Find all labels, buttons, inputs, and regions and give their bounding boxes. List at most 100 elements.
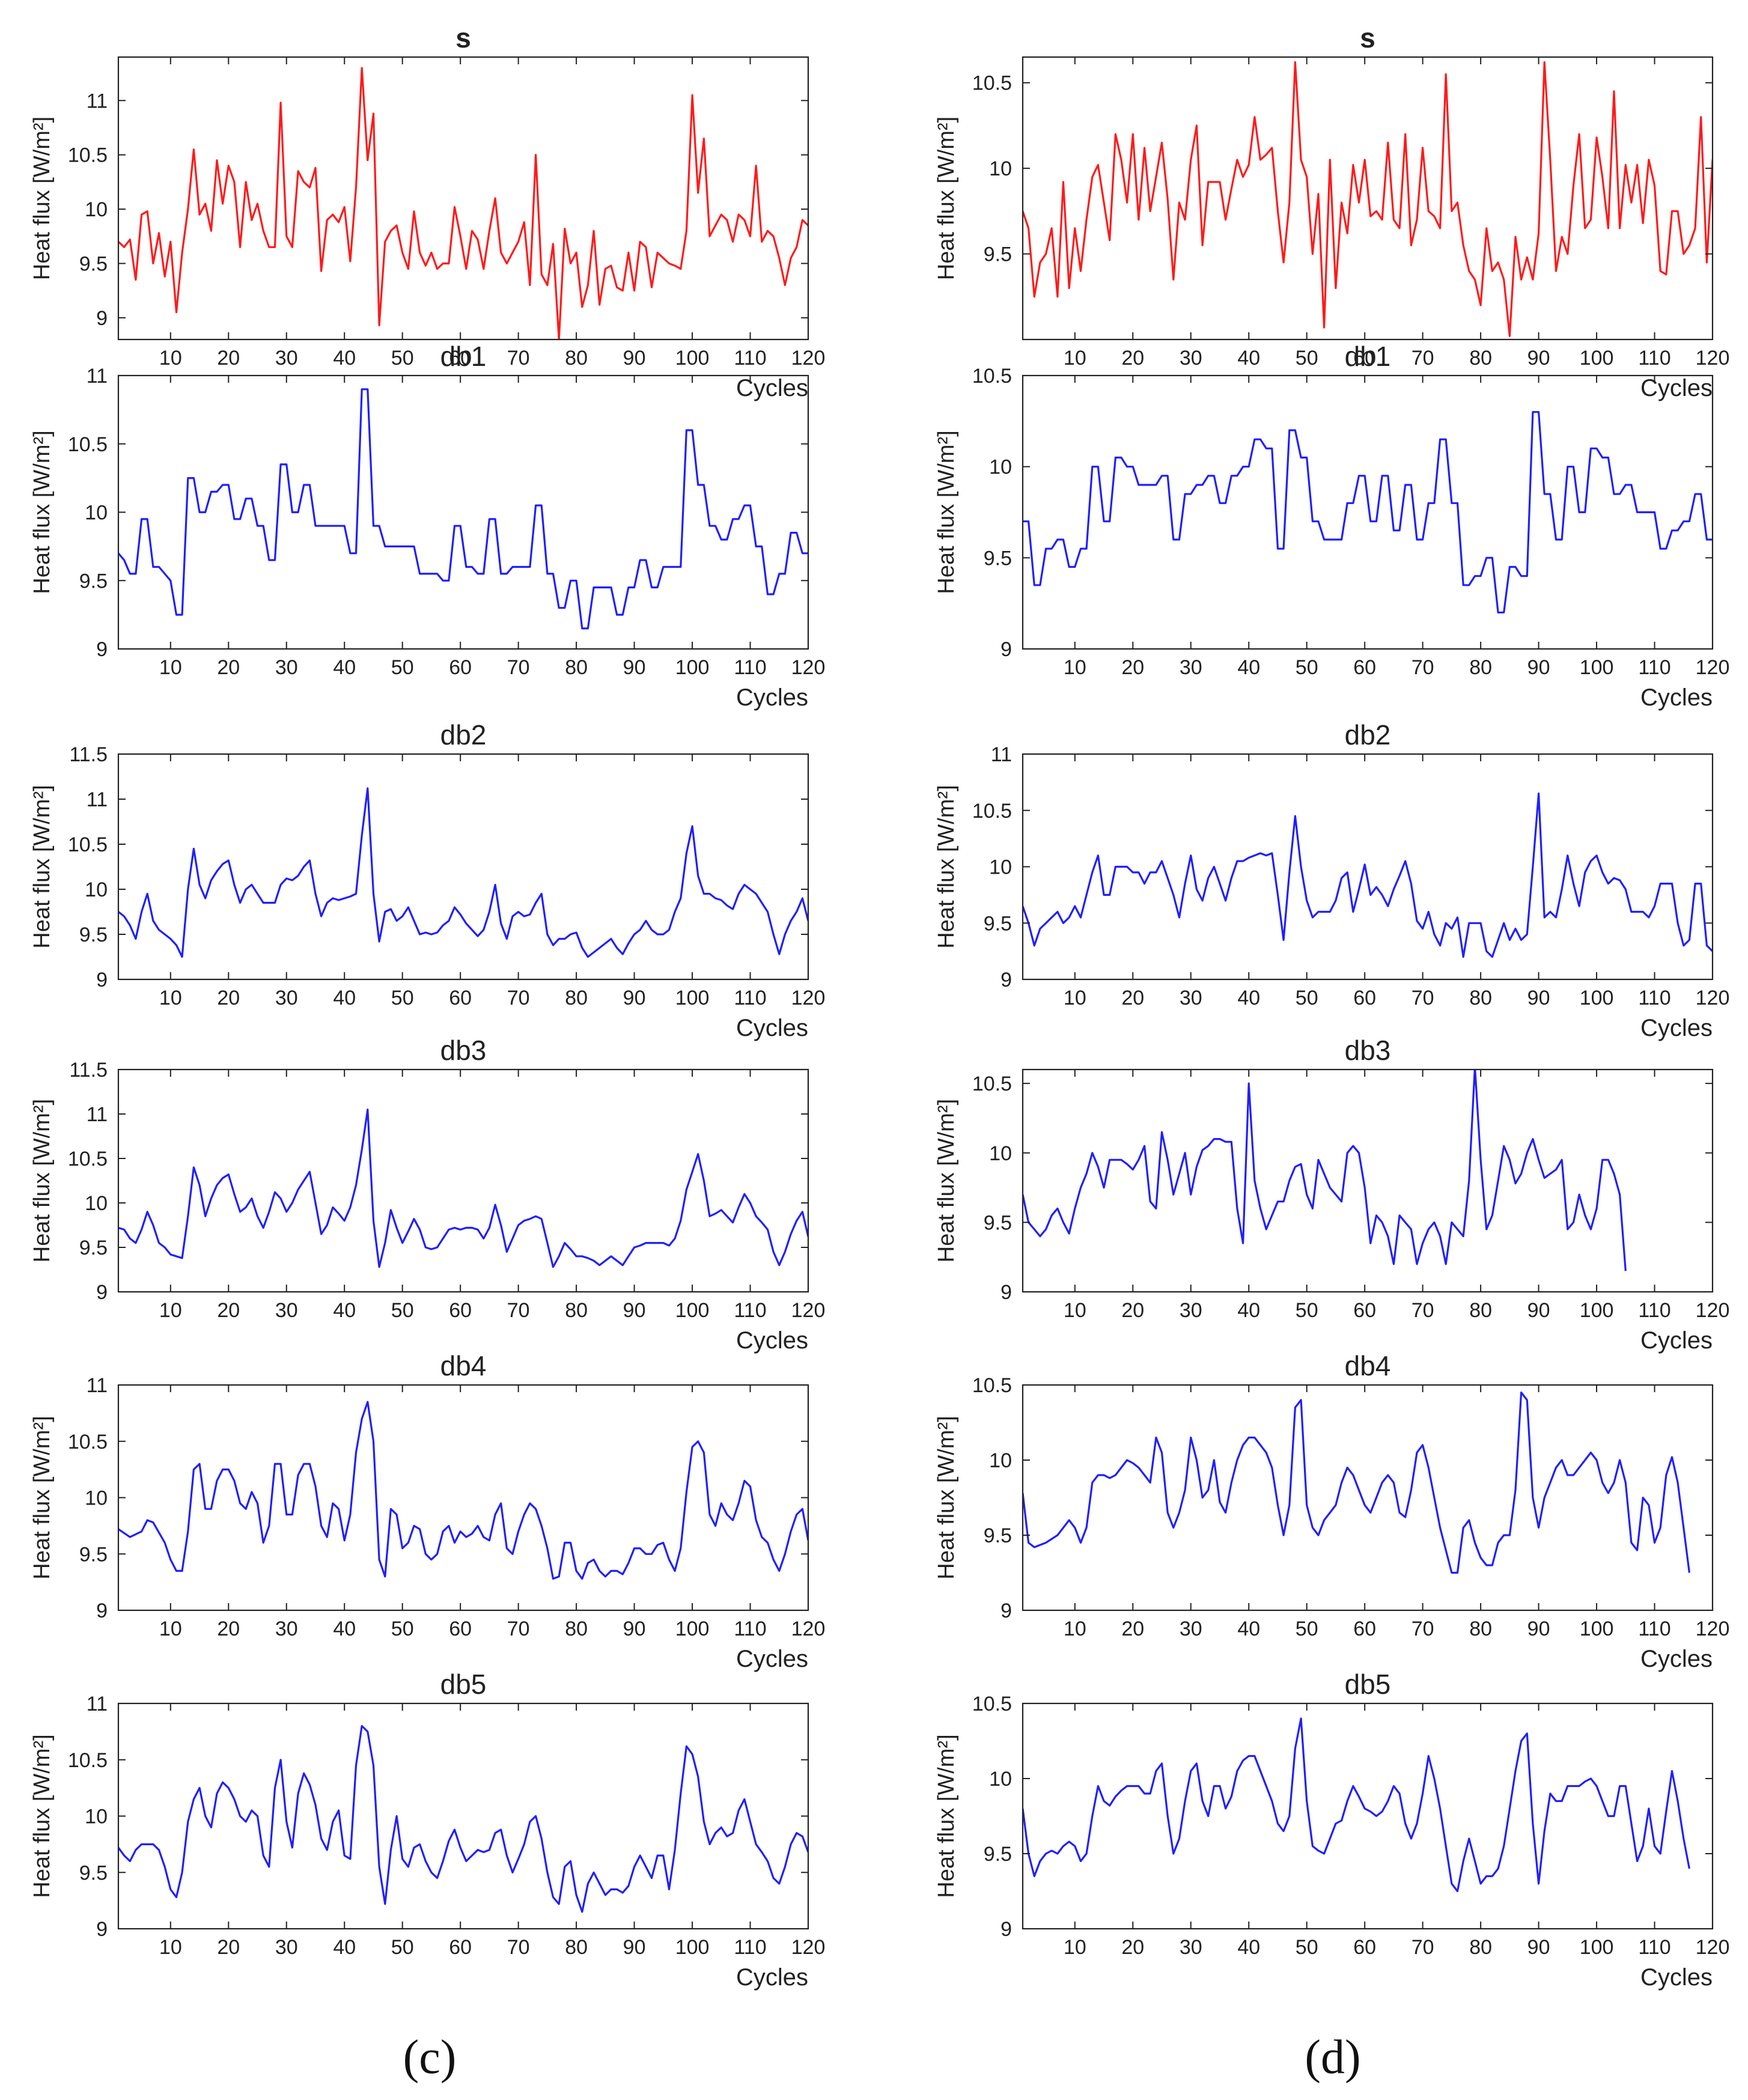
panel-d-db4-xtick-label-60: 60 bbox=[1353, 1618, 1376, 1640]
panel-c-db4-xtick-label-90: 90 bbox=[623, 1618, 646, 1640]
panel-c-s-xtick-label-10: 10 bbox=[159, 347, 182, 370]
panel-c-db3-ytick-label-10-5: 10.5 bbox=[68, 1148, 108, 1170]
panel-c-db4-xtick-label-30: 30 bbox=[275, 1618, 298, 1640]
panel-d-db1-xtick-label-70: 70 bbox=[1411, 656, 1434, 679]
panel-c-db2-xtick-label-50: 50 bbox=[391, 987, 414, 1009]
panel-d-db5-xtick-label-50: 50 bbox=[1296, 1936, 1318, 1959]
panel-d-db3-axes-box bbox=[1022, 1068, 1714, 1293]
panel-c-db1-xtick-label-50: 50 bbox=[391, 656, 414, 679]
panel-c-db4-xtick-label-80: 80 bbox=[565, 1618, 588, 1640]
panel-c-db3-xtick-label-70: 70 bbox=[507, 1299, 530, 1322]
panel-d-db2-xtick-label-50: 50 bbox=[1296, 987, 1318, 1009]
panel-c-db4-xtick-label-60: 60 bbox=[449, 1618, 472, 1640]
panel-c-db4-xtick-label-50: 50 bbox=[391, 1618, 414, 1640]
panel-c-db2-xtick-label-60: 60 bbox=[449, 987, 472, 1009]
panel-c-db3-xlabel: Cycles bbox=[736, 1327, 808, 1354]
panel-c-db2-title: db2 bbox=[440, 719, 487, 750]
panel-c-db5-ytick-label-10: 10 bbox=[85, 1806, 108, 1828]
panel-c-db2: 10 20 30 40 50 60 70 80 90 100 110 120 9 9.5 10 10.5 11 1… bbox=[29, 719, 825, 1041]
panel-d-db2-series-line bbox=[1023, 793, 1713, 958]
panel-d-s-xtick-label-60: 60 bbox=[1353, 347, 1376, 370]
panel-c-db5-ylabel: Heat flux [W/m²] bbox=[29, 1734, 55, 1898]
panel-d-db3-xtick-label-70: 70 bbox=[1411, 1299, 1434, 1322]
panel-d-db1-xlabel: Cycles bbox=[1640, 684, 1713, 711]
panel-d-db4: 10 20 30 40 50 60 70 80 90 100 110 120 9 9.5 10 10.5 db4… bbox=[934, 1350, 1729, 1672]
panel-c-db5-xtick-label-10: 10 bbox=[159, 1936, 182, 1959]
panel-d-db4-xtick-label-80: 80 bbox=[1469, 1618, 1492, 1640]
panel-d-s-xtick-label-30: 30 bbox=[1180, 347, 1202, 370]
panel-d-db2: 10 20 30 40 50 60 70 80 90 100 110 120 9 9.5 10 10.5 11 d… bbox=[934, 719, 1729, 1041]
panel-c-s-ytick-label-10: 10 bbox=[85, 198, 108, 221]
panel-c-db2-xtick-label-100: 100 bbox=[675, 987, 710, 1009]
panel-d-db5-ytick-label-10: 10 bbox=[989, 1768, 1012, 1791]
panel-d-db2-xtick-label-30: 30 bbox=[1180, 987, 1202, 1009]
panel-d-db3-xtick-label-30: 30 bbox=[1180, 1299, 1202, 1322]
panel-c-db3-xtick-label-10: 10 bbox=[159, 1299, 182, 1322]
panel-d-db5-xtick-label-40: 40 bbox=[1237, 1936, 1260, 1959]
panel-c-s-xtick-label-70: 70 bbox=[507, 347, 530, 370]
panel-c-db2-xtick-label-30: 30 bbox=[275, 987, 298, 1009]
panel-d-db2-xtick-label-90: 90 bbox=[1527, 987, 1550, 1009]
panel-d-db3-ytick-label-9: 9 bbox=[1000, 1281, 1012, 1304]
panel-d-db1-xtick-label-120: 120 bbox=[1696, 656, 1730, 679]
panel-c-db1-xtick-label-100: 100 bbox=[675, 656, 710, 679]
panel-c-db2-ytick-label-10: 10 bbox=[85, 878, 108, 901]
panel-d-db3-ytick-label-10: 10 bbox=[989, 1142, 1012, 1165]
panel-d-db5-xtick-label-70: 70 bbox=[1411, 1936, 1434, 1959]
panel-d-db3-ytick-label-9-5: 9.5 bbox=[984, 1211, 1012, 1234]
panel-c-db5-xtick-label-60: 60 bbox=[449, 1936, 472, 1959]
panel-c-db5-ytick-label-9-5: 9.5 bbox=[79, 1861, 108, 1884]
panel-c-db2-xtick-label-40: 40 bbox=[333, 987, 356, 1009]
panel-d-db5-xtick-label-120: 120 bbox=[1696, 1936, 1730, 1959]
panel-d-db5-xtick-label-110: 110 bbox=[1638, 1936, 1670, 1959]
panel-d-db1-series-line bbox=[1023, 411, 1713, 613]
panel-c-db1-xtick-label-120: 120 bbox=[791, 656, 826, 679]
panel-c-db3-ytick-label-9: 9 bbox=[96, 1281, 108, 1304]
panel-c-db2-series-line bbox=[118, 787, 808, 958]
panel-c-db5-xtick-label-80: 80 bbox=[565, 1936, 588, 1959]
panel-c-db3-xtick-label-30: 30 bbox=[275, 1299, 298, 1322]
panel-c-db5-xtick-label-90: 90 bbox=[623, 1936, 646, 1959]
panel-c-db4-xtick-label-20: 20 bbox=[217, 1618, 240, 1640]
panel-d-db3-title: db3 bbox=[1345, 1035, 1391, 1066]
panel-d-s-xtick-label-40: 40 bbox=[1237, 347, 1260, 370]
panel-d-s-xtick-label-80: 80 bbox=[1469, 347, 1492, 370]
panel-d-s-xtick-label-20: 20 bbox=[1121, 347, 1144, 370]
panel-d-db2-ytick-label-11: 11 bbox=[991, 743, 1012, 766]
panel-d-db3-xtick-label-110: 110 bbox=[1638, 1299, 1670, 1322]
panel-d-db2-xtick-label-110: 110 bbox=[1638, 987, 1670, 1009]
panel-c-db1-ytick-label-10: 10 bbox=[85, 502, 108, 525]
panel-d-db2-xtick-label-40: 40 bbox=[1237, 987, 1260, 1009]
panel-d-db4-xtick-label-110: 110 bbox=[1638, 1618, 1670, 1640]
panels: 10 20 30 40 50 60 70 80 90 100 110 120 9 9.5 10 10.5 11 s… bbox=[29, 22, 1729, 1991]
panel-c-db1-xtick-label-20: 20 bbox=[217, 656, 240, 679]
panel-d-db4-title: db4 bbox=[1345, 1350, 1391, 1381]
panel-c-db5-series-line bbox=[118, 1724, 808, 1913]
panel-d-s-ytick-label-9-5: 9.5 bbox=[984, 243, 1012, 266]
panel-d-s-xtick-label-100: 100 bbox=[1580, 347, 1614, 370]
panel-c-db3-xtick-label-110: 110 bbox=[734, 1299, 766, 1322]
panel-d-db3-xtick-label-80: 80 bbox=[1469, 1299, 1492, 1322]
panel-d-db1-xtick-label-90: 90 bbox=[1527, 656, 1550, 679]
panel-d-s-xtick-label-70: 70 bbox=[1411, 347, 1434, 370]
panel-d-db3-xtick-label-120: 120 bbox=[1696, 1299, 1730, 1322]
panel-c-db2-ytick-label-10-5: 10.5 bbox=[68, 833, 108, 856]
panel-d-db4-xlabel: Cycles bbox=[1640, 1646, 1713, 1672]
panel-d-db4-xtick-label-70: 70 bbox=[1411, 1618, 1434, 1640]
panel-c-db5-xtick-label-40: 40 bbox=[333, 1936, 356, 1959]
panel-d-db4-ytick-label-9: 9 bbox=[1000, 1599, 1012, 1622]
panel-c-s-xtick-label-100: 100 bbox=[675, 347, 710, 370]
panel-c-db2-axes-box bbox=[117, 753, 809, 981]
panel-c-db2-ytick-label-11: 11 bbox=[87, 788, 108, 811]
panel-c-db5-xtick-label-20: 20 bbox=[217, 1936, 240, 1959]
panel-d-db4-xtick-label-50: 50 bbox=[1296, 1618, 1318, 1640]
panel-c-s: 10 20 30 40 50 60 70 80 90 100 110 120 9 9.5 10 10.5 11 s… bbox=[29, 22, 825, 401]
panel-c-db4-xtick-label-70: 70 bbox=[507, 1618, 530, 1640]
panel-c-db3-xtick-label-60: 60 bbox=[449, 1299, 472, 1322]
panel-c-db2-ylabel: Heat flux [W/m²] bbox=[29, 785, 55, 948]
panel-d-db1-xtick-label-40: 40 bbox=[1237, 656, 1260, 679]
panel-c-s-xtick-label-80: 80 bbox=[565, 347, 588, 370]
panel-d-db4-series-line bbox=[1023, 1391, 1690, 1574]
panel-d-s-xtick-label-120: 120 bbox=[1696, 347, 1730, 370]
